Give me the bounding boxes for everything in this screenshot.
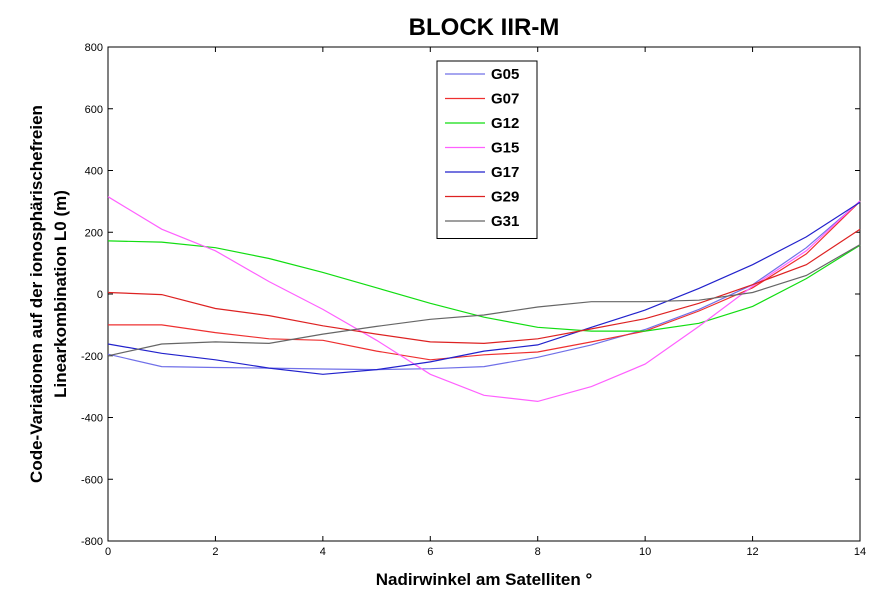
x-tick-label: 4 bbox=[320, 546, 326, 558]
y-tick-label: -800 bbox=[81, 536, 103, 548]
x-tick-label: 12 bbox=[746, 546, 758, 558]
x-tick-label: 0 bbox=[105, 546, 111, 558]
legend-label-g07: G07 bbox=[491, 91, 519, 108]
y-tick-label: 400 bbox=[85, 166, 103, 178]
legend-box bbox=[436, 60, 538, 239]
y-axis: -800 -600 -400 -200 0 200 400 600 800 bbox=[81, 42, 860, 548]
series-line-g29 bbox=[107, 228, 861, 345]
series-lines bbox=[107, 196, 861, 403]
y-tick-label: -600 bbox=[81, 474, 103, 486]
legend: G05 G07 G12 G15 G17 G29 G31 bbox=[436, 60, 538, 239]
legend-label-g17: G17 bbox=[491, 164, 519, 181]
chart-title: BLOCK IIR-M bbox=[409, 14, 560, 41]
series-line-g05 bbox=[107, 200, 861, 371]
series-line-g31 bbox=[107, 244, 861, 357]
x-tick-label: 2 bbox=[212, 546, 218, 558]
y-tick-label: 800 bbox=[85, 42, 103, 54]
legend-label-g12: G12 bbox=[491, 115, 519, 132]
legend-label-g15: G15 bbox=[491, 140, 519, 157]
x-tick-label: 10 bbox=[639, 546, 651, 558]
y-tick-label: 600 bbox=[85, 104, 103, 116]
x-tick-label: 14 bbox=[854, 546, 866, 558]
x-axis: 0 2 4 6 8 10 12 14 bbox=[105, 47, 866, 558]
x-tick-label: 6 bbox=[427, 546, 433, 558]
legend-label-g31: G31 bbox=[491, 213, 519, 230]
series-line-g15 bbox=[107, 196, 861, 403]
series-line-g12 bbox=[107, 240, 861, 332]
legend-label-g29: G29 bbox=[491, 189, 519, 206]
x-tick-label: 8 bbox=[535, 546, 541, 558]
y-tick-label: -400 bbox=[81, 413, 103, 425]
y-tick-label: 200 bbox=[85, 227, 103, 239]
series-line-g17 bbox=[107, 201, 861, 375]
y-tick-label: 0 bbox=[97, 289, 103, 301]
legend-label-g05: G05 bbox=[491, 66, 519, 83]
x-axis-label: Nadirwinkel am Satelliten ° bbox=[376, 570, 593, 589]
y-axis-label-line-2: Linearkombination L0 (m) bbox=[51, 190, 70, 398]
y-tick-label: -200 bbox=[81, 351, 103, 363]
y-axis-label-line-1: Code-Variationen auf der ionosphärischef… bbox=[27, 105, 46, 483]
